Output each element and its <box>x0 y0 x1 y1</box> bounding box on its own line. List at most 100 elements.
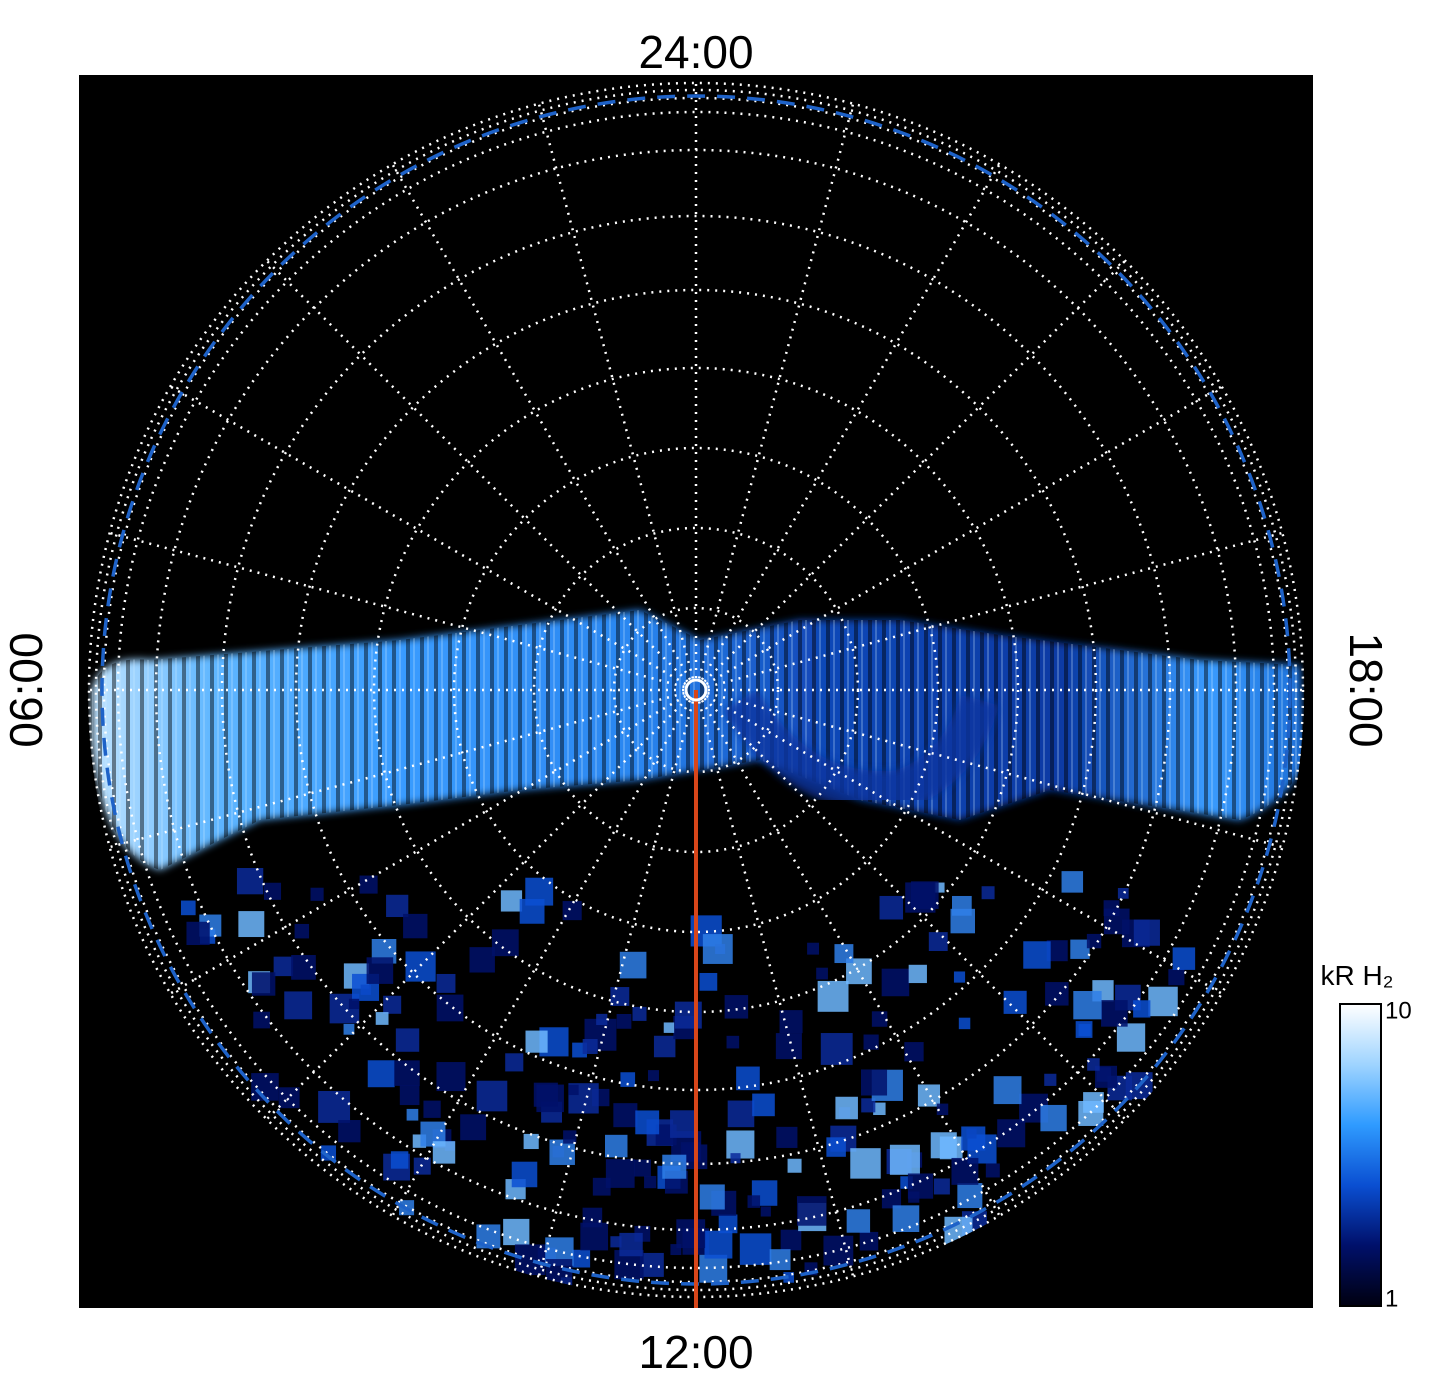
aurora-patch <box>670 1110 698 1138</box>
aurora-patch <box>386 894 409 918</box>
aurora-patch <box>338 1120 361 1143</box>
grid-spoke <box>697 701 855 1278</box>
aurora-patch <box>997 1119 1026 1148</box>
aurora-patch <box>663 1022 675 1033</box>
aurora-patch <box>936 1103 949 1116</box>
aurora-patch <box>958 1017 971 1030</box>
aurora-patch <box>908 964 927 984</box>
aurora-patch <box>780 1229 802 1251</box>
aurora-patch <box>889 1144 920 1175</box>
aurora-patch <box>610 987 630 1006</box>
aurora-patch <box>846 1209 871 1233</box>
aurora-patch <box>406 1108 419 1121</box>
aurora-patch <box>236 868 264 895</box>
grid-spoke <box>705 384 1224 686</box>
aurora-patch <box>1046 940 1068 962</box>
aurora-patch <box>476 1080 508 1112</box>
aurora-patch <box>1172 947 1196 970</box>
aurora-patch <box>917 1084 941 1107</box>
aurora-patch <box>180 900 196 916</box>
aurora-patch <box>981 886 995 900</box>
aurora-patch <box>817 980 849 1012</box>
aurora-patch <box>460 1114 487 1141</box>
grid-spoke <box>108 691 685 849</box>
aurora-patch <box>395 1028 420 1052</box>
aurora-patch <box>476 1224 501 1249</box>
aurora-patch <box>635 1110 660 1135</box>
aurora-patch <box>769 1249 791 1271</box>
aurora-patch <box>1083 1092 1104 1113</box>
aurora-patch <box>850 1148 881 1179</box>
aurora-patch <box>251 972 276 996</box>
aurora-patch <box>910 881 939 909</box>
aurora-patch <box>436 1062 466 1092</box>
aurora-patch <box>776 1126 798 1148</box>
aurora-patch <box>648 1070 659 1082</box>
aurora-patch <box>1103 908 1130 935</box>
aurora-patch <box>892 1205 920 1232</box>
aurora-patch <box>859 1231 879 1251</box>
grid-circle <box>452 446 940 934</box>
colorbar-tick-label: 10 <box>1385 997 1412 1024</box>
aurora-patch <box>787 1158 802 1173</box>
aurora-patch <box>823 1235 854 1266</box>
hour-label: 18:00 <box>1340 632 1392 747</box>
aurora-patch <box>904 1042 924 1062</box>
aurora-patch <box>523 1133 539 1150</box>
aurora-patch <box>1003 990 1027 1014</box>
aurora-patch <box>503 1218 530 1246</box>
aurora-patch <box>604 1134 628 1158</box>
aurora-patch <box>505 1053 524 1072</box>
aurora-patch <box>699 972 718 991</box>
aurora-patch <box>563 1130 577 1144</box>
aurora-patch <box>1095 1065 1118 1088</box>
aurora-patch <box>284 991 313 1020</box>
grid-spoke <box>703 697 1127 1121</box>
aurora-patch <box>1023 941 1051 969</box>
aurora-patch <box>951 895 972 916</box>
aurora-patch <box>1117 887 1129 899</box>
aurora-patch <box>718 1214 738 1234</box>
aurora-patch <box>928 932 948 952</box>
aurora-patch <box>619 951 647 979</box>
aurora-patch <box>783 1272 795 1283</box>
aurora-patch <box>403 913 428 939</box>
colorbar-label: kR H₂ <box>1320 960 1393 991</box>
aurora-patch <box>939 1136 963 1160</box>
grid-spoke <box>390 699 692 1218</box>
aurora-patch <box>632 1006 647 1021</box>
aurora-patch <box>562 901 582 921</box>
aurora-patch <box>511 1161 538 1188</box>
aurora-patch <box>432 1141 456 1164</box>
aurora-patch <box>662 1154 687 1179</box>
aurora-patch <box>616 1013 632 1029</box>
grid-spoke <box>700 699 1002 1218</box>
grid-spoke <box>707 691 1284 849</box>
grid-circle <box>532 526 860 854</box>
grid-spoke <box>168 694 687 996</box>
aurora-patch <box>879 895 904 920</box>
aurora-patch <box>747 1195 761 1208</box>
grid-circle <box>94 88 1298 1292</box>
aurora-patch <box>436 994 464 1022</box>
aurora-patch <box>834 944 854 964</box>
aurora-arc <box>722 689 1000 811</box>
grid-spoke <box>705 694 1224 996</box>
aurora-patch <box>699 1254 728 1283</box>
aurora-patch <box>726 1035 740 1049</box>
aurora-patch <box>724 995 749 1019</box>
aurora-patch <box>619 1232 643 1257</box>
aurora-patch <box>394 1060 420 1086</box>
aurora-patch <box>613 1103 638 1128</box>
aurora-patch <box>644 1175 657 1189</box>
grid-spoke <box>537 701 695 1278</box>
aurora-patch <box>390 1151 409 1169</box>
aurora-patch <box>736 1066 760 1091</box>
aurora-patch <box>366 957 394 984</box>
aurora-patch <box>775 1033 802 1060</box>
aurora-patch <box>752 1093 775 1117</box>
aurora-patch <box>273 956 294 977</box>
aurora-patch <box>263 882 282 900</box>
